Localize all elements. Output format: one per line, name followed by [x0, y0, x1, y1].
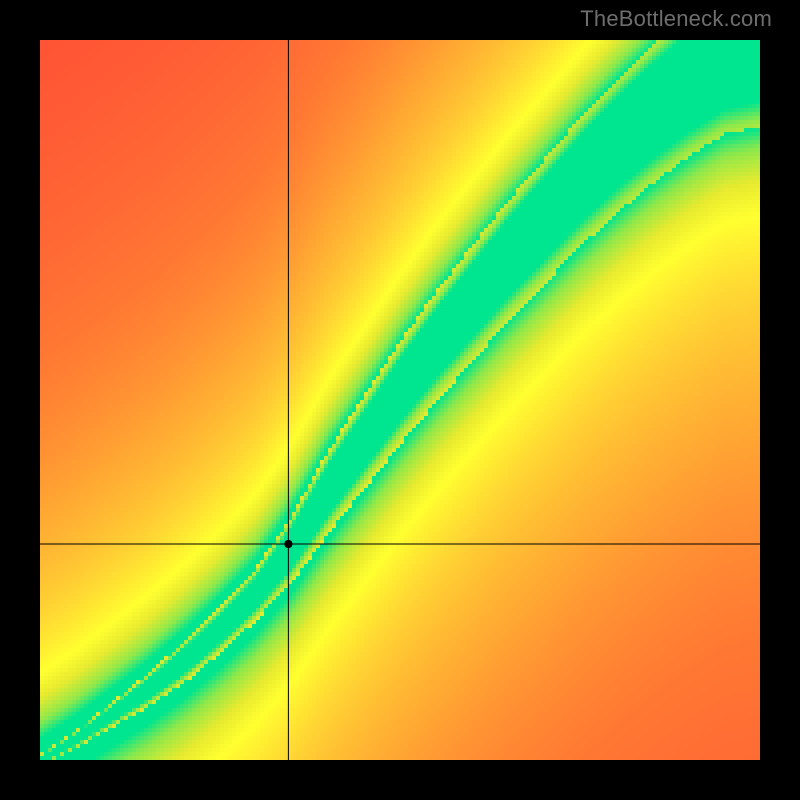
watermark-text: TheBottleneck.com	[580, 6, 772, 32]
bottleneck-heatmap	[40, 40, 760, 760]
chart-container: TheBottleneck.com	[0, 0, 800, 800]
